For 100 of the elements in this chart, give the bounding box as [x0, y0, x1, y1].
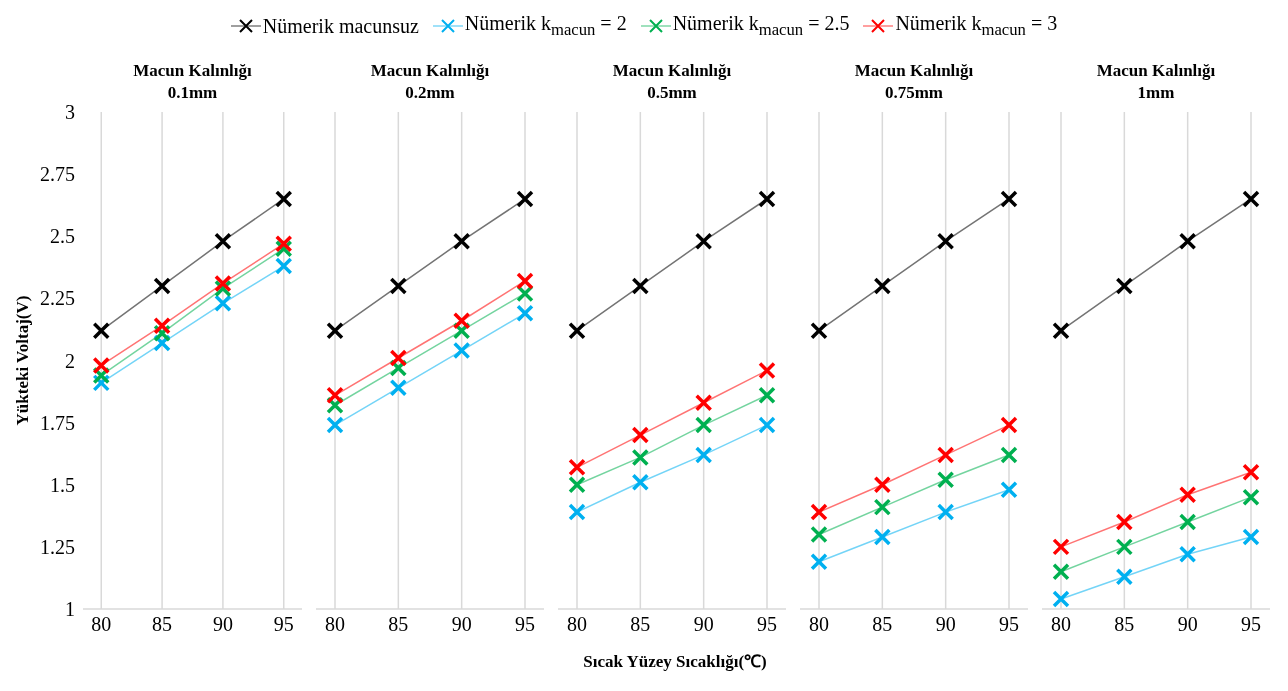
x-tick-label: 90: [451, 613, 472, 636]
point: [92, 321, 110, 340]
point: [810, 321, 828, 340]
point: [92, 374, 110, 392]
point: [326, 396, 344, 414]
x-tick-label: 85: [152, 613, 173, 636]
x-tick-label: 95: [515, 613, 535, 636]
point: [452, 341, 471, 360]
point: [758, 386, 776, 405]
point: [568, 321, 586, 340]
point: [389, 349, 408, 367]
point: [389, 359, 408, 377]
point: [275, 239, 293, 258]
chart-title: Macun Kalınlığı 0.75mm: [853, 60, 975, 104]
x-tick-label: 90: [212, 613, 233, 636]
point: [694, 416, 713, 434]
x-tick-label: 90: [693, 613, 714, 636]
y-tick-label: 2.5: [50, 225, 75, 248]
point: [214, 274, 232, 293]
point: [694, 232, 713, 250]
point: [758, 361, 776, 380]
point: [1242, 190, 1260, 208]
point: [810, 525, 828, 544]
point: [1052, 321, 1070, 340]
x-axis-title: Sıcak Yüzey Sıcaklığı(℃): [582, 651, 768, 672]
legend-label: Nümerik k$_{macun}$ = 3: [895, 12, 1058, 40]
point: [153, 334, 171, 352]
y-tick-label: 3: [65, 101, 75, 124]
x-tick-label: 95: [757, 613, 777, 636]
legend-label: Nümerik k$_{macun}$ = 2: [464, 12, 627, 40]
point: [758, 190, 776, 208]
point: [694, 393, 713, 412]
point: [1178, 545, 1197, 564]
point: [1000, 190, 1018, 208]
point: [1242, 463, 1260, 482]
x-tick-label: 85: [872, 613, 893, 636]
point: [516, 190, 534, 208]
chart-title: Macun Kalınlığı 0.2mm: [369, 60, 491, 104]
point: [568, 476, 586, 494]
point: [153, 316, 171, 335]
point: [516, 304, 534, 323]
point: [1052, 538, 1070, 556]
point: [1000, 480, 1018, 499]
x-tick-label: 80: [567, 613, 587, 636]
point: [516, 272, 534, 290]
point: [631, 448, 650, 467]
point: [1052, 562, 1070, 581]
x-tick-label: 85: [630, 613, 651, 636]
point: [936, 446, 955, 464]
y-tick-label: 1.5: [50, 473, 75, 496]
y-axis-title: Yükteki Voltaj(V): [13, 295, 33, 426]
x-tick-label: 80: [91, 613, 112, 636]
x-tick-label: 80: [325, 613, 345, 636]
x-tick-label: 95: [999, 613, 1019, 636]
point: [936, 471, 955, 489]
x-tick-label: 90: [935, 613, 956, 636]
point: [810, 553, 828, 571]
point: [1115, 538, 1134, 556]
point: [936, 232, 955, 250]
y-tick-label: 1.75: [40, 411, 75, 434]
point: [1115, 277, 1134, 295]
point: [631, 473, 650, 492]
point: [568, 458, 586, 477]
point: [1242, 528, 1260, 546]
point: [873, 498, 892, 516]
point: [92, 356, 110, 375]
point: [1178, 513, 1197, 531]
point: [153, 277, 171, 295]
x-tick-label: 80: [1051, 613, 1071, 636]
point: [694, 446, 713, 464]
y-tick-label: 2.25: [40, 287, 75, 310]
point: [389, 379, 408, 397]
x-tick-label: 85: [388, 613, 409, 636]
chart-title: Macun Kalınlığı 0.5mm: [611, 60, 733, 104]
chart-title: Macun Kalınlığı 0.1mm: [132, 60, 253, 104]
point: [631, 277, 650, 295]
point: [873, 277, 892, 295]
point: [275, 234, 293, 253]
point: [873, 528, 892, 546]
y-tick-label: 1.25: [40, 535, 75, 558]
point: [452, 311, 471, 330]
x-tick-label: 85: [1114, 613, 1135, 636]
point: [758, 416, 776, 434]
point: [1115, 513, 1134, 531]
point: [214, 294, 232, 313]
point: [631, 426, 650, 444]
point: [1052, 590, 1070, 608]
x-tick-label: 90: [1177, 613, 1198, 636]
point: [214, 232, 232, 250]
point: [275, 190, 293, 208]
point: [326, 321, 344, 340]
y-tick-label: 1: [65, 598, 75, 621]
y-tick-label: 2.75: [40, 163, 75, 186]
point: [1178, 232, 1197, 250]
point: [275, 257, 293, 275]
x-tick-label: 95: [1241, 613, 1261, 636]
point: [810, 503, 828, 521]
legend-label: Nümerik macunsuz: [262, 14, 419, 38]
point: [1178, 485, 1197, 504]
legend-label: Nümerik k$_{macun}$ = 2.5: [672, 12, 850, 40]
